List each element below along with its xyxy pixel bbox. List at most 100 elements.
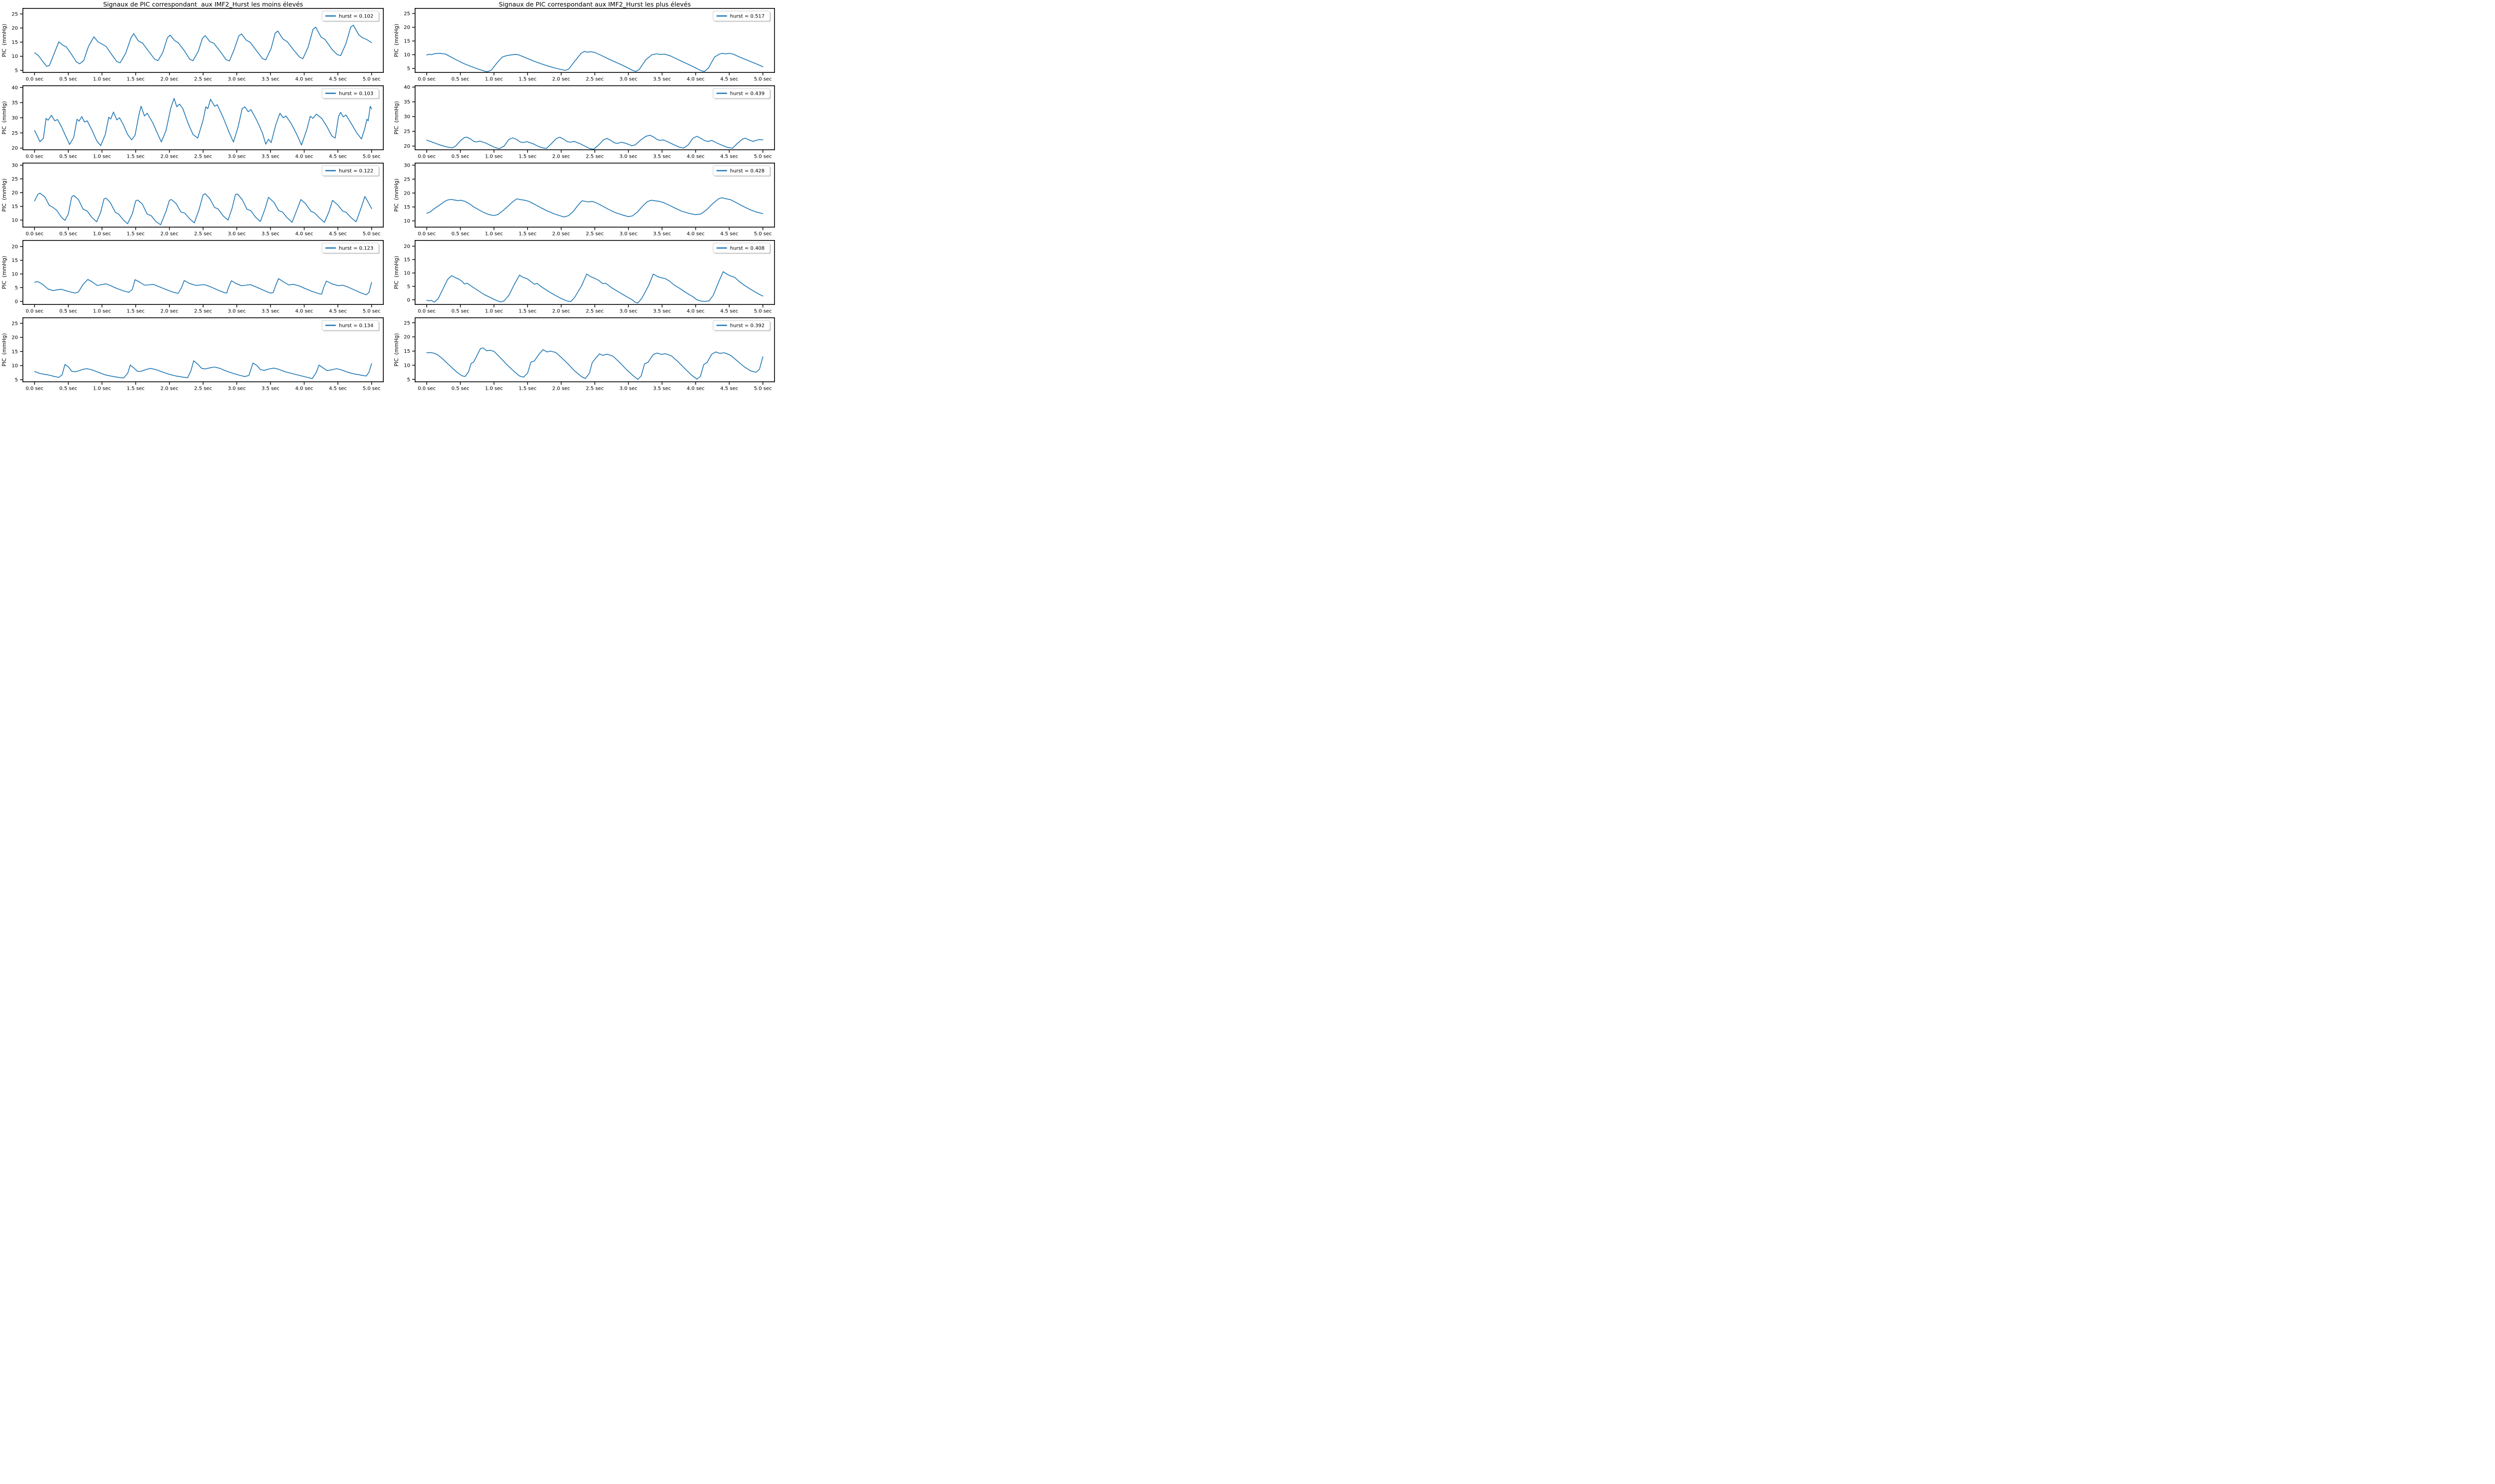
y-axis-label: PIC (mmHg) [1, 256, 7, 289]
x-tick-label: 0.0 sec [25, 386, 43, 392]
axes-frame [415, 85, 775, 150]
x-tick-label: 0.5 sec [59, 154, 77, 160]
y-tick-label: 15 [404, 205, 410, 210]
x-tick-label: 2.5 sec [194, 154, 212, 160]
x-tick-label: 3.0 sec [619, 309, 637, 314]
x-tick-label: 0.5 sec [452, 309, 470, 314]
figure: Signaux de PIC correspondant aux IMF2_Hu… [0, 0, 782, 392]
legend-box [713, 165, 770, 176]
x-tick-label: 5.0 sec [363, 309, 381, 314]
x-tick-label: 2.0 sec [552, 77, 570, 82]
x-tick-label: 5.0 sec [754, 154, 772, 160]
y-tick-label: 25 [11, 11, 18, 17]
subplot-row5-right: 5 10 15 20 25 0.0 sec 0.5 sec 1.0 sec 1.5 sec 2.0… [394, 317, 775, 392]
y-tick-label: 5 [15, 377, 18, 383]
x-tick-label: 0.5 sec [452, 77, 470, 82]
y-tick-label: 25 [11, 131, 18, 136]
x-tick-label: 4.0 sec [295, 309, 313, 314]
x-tick-label: 1.0 sec [93, 232, 111, 237]
legend: hurst = 0.392 [713, 320, 771, 331]
x-tick-label: 2.5 sec [194, 232, 212, 237]
legend-box [321, 165, 379, 176]
y-tick-label: 15 [404, 349, 410, 354]
y-axis-label: PIC (mmHg) [394, 101, 400, 135]
x-tick-label: 2.0 sec [161, 154, 179, 160]
x-tick-label: 3.5 sec [653, 309, 671, 314]
x-tick-label: 1.5 sec [518, 232, 536, 237]
y-axis-label: PIC (mmHg) [394, 256, 400, 289]
y-axis-label: PIC (mmHg) [394, 179, 400, 212]
x-tick-label: 4.5 sec [720, 77, 738, 82]
x-tick-label: 4.0 sec [687, 232, 705, 237]
y-tick-label: 5 [407, 284, 410, 289]
y-tick-label: 30 [404, 163, 410, 169]
x-tick-label: 3.5 sec [653, 386, 671, 392]
subplot-row5-left: 5 10 15 20 25 0.0 sec 0.5 sec 1.0 sec 1.5 sec 2.0… [1, 317, 384, 392]
axes-frame [415, 8, 775, 73]
y-tick-label: 20 [11, 191, 18, 196]
x-tick-label: 4.5 sec [329, 232, 347, 237]
legend-box [321, 243, 379, 253]
y-tick-label: 20 [11, 335, 18, 341]
x-tick-label: 5.0 sec [754, 232, 772, 237]
legend-box [713, 10, 770, 21]
y-tick-label: 10 [11, 363, 18, 369]
x-tick-label: 5.0 sec [754, 309, 772, 314]
x-tick-label: 4.5 sec [720, 386, 738, 392]
legend-label: hurst = 0.439 [730, 91, 764, 97]
x-tick-label: 0.5 sec [59, 77, 77, 82]
x-tick-label: 4.0 sec [295, 386, 313, 392]
x-tick-label: 4.0 sec [295, 77, 313, 82]
x-tick-label: 0.0 sec [25, 154, 43, 160]
x-tick-label: 1.0 sec [93, 309, 111, 314]
legend: hurst = 0.428 [713, 165, 771, 177]
y-axis-label: PIC (mmHg) [1, 179, 7, 212]
x-tick-label: 1.0 sec [485, 154, 503, 160]
x-tick-label: 4.5 sec [720, 309, 738, 314]
left-column-title: Signaux de PIC correspondant aux IMF2_Hu… [103, 0, 303, 8]
x-tick-label: 4.0 sec [687, 309, 705, 314]
axes-frame [415, 163, 775, 228]
x-tick-label: 5.0 sec [754, 386, 772, 392]
y-axis-label: PIC (mmHg) [394, 24, 400, 57]
y-tick-label: 15 [404, 257, 410, 263]
y-tick-label: 20 [11, 146, 18, 151]
x-tick-label: 3.5 sec [653, 154, 671, 160]
x-tick-label: 3.0 sec [619, 154, 637, 160]
legend-box [713, 243, 770, 253]
x-tick-label: 5.0 sec [363, 386, 381, 392]
signal-line [34, 98, 372, 146]
x-tick-label: 1.5 sec [518, 309, 536, 314]
signal-line [34, 193, 372, 226]
x-tick-label: 1.5 sec [518, 77, 536, 82]
subplot-row1-left: 5 10 15 20 25 0.0 sec 0.5 sec 1.0 sec 1.5 sec 2.0… [1, 8, 384, 82]
signal-line [426, 347, 763, 380]
right-column-title: Signaux de PIC correspondant aux IMF2_Hu… [499, 0, 691, 8]
y-tick-label: 15 [11, 349, 18, 355]
legend-box [321, 88, 379, 99]
y-tick-label: 10 [404, 271, 410, 276]
signal-line [34, 278, 372, 295]
x-tick-label: 3.5 sec [261, 309, 279, 314]
x-tick-label: 5.0 sec [754, 77, 772, 82]
signal-line [426, 51, 763, 72]
x-tick-label: 1.5 sec [127, 232, 145, 237]
x-tick-label: 1.5 sec [127, 77, 145, 82]
legend-label: hurst = 0.517 [730, 14, 764, 19]
y-tick-label: 20 [404, 335, 410, 340]
x-tick-label: 5.0 sec [363, 154, 381, 160]
y-tick-label: 5 [407, 377, 410, 383]
y-axis-label: PIC (mmHg) [1, 24, 7, 57]
x-tick-label: 1.0 sec [485, 309, 503, 314]
y-tick-label: 15 [404, 39, 410, 44]
legend-label: hurst = 0.392 [730, 323, 764, 329]
subplot-row1-right: 5 10 15 20 25 0.0 sec 0.5 sec 1.0 sec 1.5 sec 2.0… [394, 8, 775, 82]
subplot-row2-left: 20 25 30 35 40 0.0 sec 0.5 sec 1.0 sec 1.5 sec 2.… [1, 85, 384, 160]
x-tick-label: 2.5 sec [194, 309, 212, 314]
x-tick-label: 2.0 sec [552, 386, 570, 392]
y-tick-label: 25 [404, 320, 410, 326]
y-tick-label: 25 [404, 129, 410, 135]
x-tick-label: 0.5 sec [452, 232, 470, 237]
x-tick-label: 0.0 sec [25, 232, 43, 237]
axes-frame [22, 317, 384, 382]
